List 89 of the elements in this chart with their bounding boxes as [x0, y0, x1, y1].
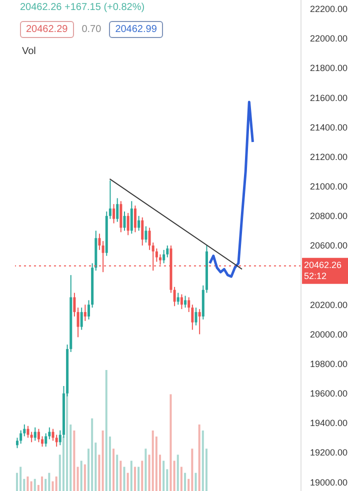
candlestick [34, 426, 36, 442]
annotation: 20462.29 [20, 21, 74, 38]
bar [202, 430, 204, 491]
annotation: 0.70 [80, 23, 102, 37]
bar [102, 430, 104, 491]
y-tick-label: 19400.00 [310, 418, 348, 428]
candlestick [134, 205, 136, 233]
bar [116, 454, 118, 491]
bar [112, 448, 115, 491]
y-tick-label: 19600.00 [310, 388, 348, 399]
bar [134, 466, 136, 491]
candlestick [141, 216, 144, 246]
y-tick-label: 20800.00 [310, 211, 348, 222]
bar [73, 430, 76, 491]
bar [176, 454, 179, 491]
bar [162, 460, 165, 491]
candlestick [120, 200, 122, 233]
candlestick [20, 430, 22, 444]
bar [123, 466, 126, 491]
bar [105, 370, 108, 491]
candlestick [116, 198, 119, 222]
y-tick-label: 22200.00 [310, 4, 348, 14]
candlestick [180, 294, 183, 310]
candlestick [98, 233, 101, 250]
bar [138, 466, 140, 491]
bar [198, 424, 200, 491]
bar [26, 476, 29, 491]
y-tick-label: 21000.00 [310, 182, 348, 192]
y-tick-label: 21600.00 [310, 92, 348, 103]
bar [80, 460, 82, 491]
candlestick [73, 292, 76, 317]
candlestick [55, 434, 58, 448]
bar [120, 460, 122, 491]
bar [194, 472, 197, 491]
bar [84, 464, 86, 491]
candlestick [162, 249, 166, 264]
candlestick [123, 210, 126, 232]
candlestick [76, 307, 80, 338]
bar [98, 454, 100, 491]
candlestick [30, 431, 33, 443]
bar [130, 460, 132, 491]
ref-line-label: 20462.26 52:12 [304, 260, 342, 281]
candlestick [130, 200, 133, 234]
candlestick [80, 307, 83, 330]
candlestick [44, 432, 48, 448]
chart-title: 20462.26 +167.15 (+0.82%) [20, 2, 145, 13]
bar [55, 476, 58, 491]
bar [48, 472, 50, 491]
bar [91, 418, 94, 491]
candlestick [16, 437, 18, 449]
y-tick-label: 19200.00 [310, 448, 348, 458]
y-tick-label: 21200.00 [310, 152, 348, 162]
line-series [208, 100, 254, 278]
bar [34, 478, 36, 491]
candlestick [198, 308, 201, 335]
bar [20, 466, 22, 491]
candlestick [176, 292, 180, 306]
y-tick-label: 21400.00 [310, 122, 348, 132]
chart-title: Vol [22, 46, 36, 57]
bar [141, 460, 144, 491]
candlestick [84, 304, 86, 322]
bar [184, 472, 186, 491]
y-tick-label: 20000.00 [310, 329, 348, 340]
candlestick [184, 295, 187, 308]
candlestick [26, 425, 30, 438]
candlestick [41, 436, 44, 448]
candlestick [155, 248, 158, 262]
y-tick-label: 19800.00 [310, 359, 348, 370]
bar [180, 466, 182, 491]
bar [173, 460, 176, 491]
bar [152, 430, 154, 491]
y-tick-label: 21800.00 [310, 63, 348, 74]
bar [76, 466, 79, 491]
bar [144, 448, 147, 491]
candlestick [194, 307, 198, 326]
y-tick-label: 22000.00 [310, 34, 348, 44]
bar [41, 476, 44, 491]
candlestick [138, 215, 140, 232]
candlestick [126, 212, 130, 236]
candlestick [37, 428, 40, 443]
y-tick-label: 20200.00 [310, 300, 348, 310]
candlestick [144, 226, 148, 244]
bar [170, 394, 172, 491]
annotation: 20462.99 [109, 21, 163, 38]
y-tick-label: 20600.00 [310, 240, 348, 251]
bar [191, 448, 194, 491]
candlestick [173, 286, 176, 307]
y-tick-label: 19000.00 [310, 477, 348, 488]
candlestick [112, 204, 116, 224]
